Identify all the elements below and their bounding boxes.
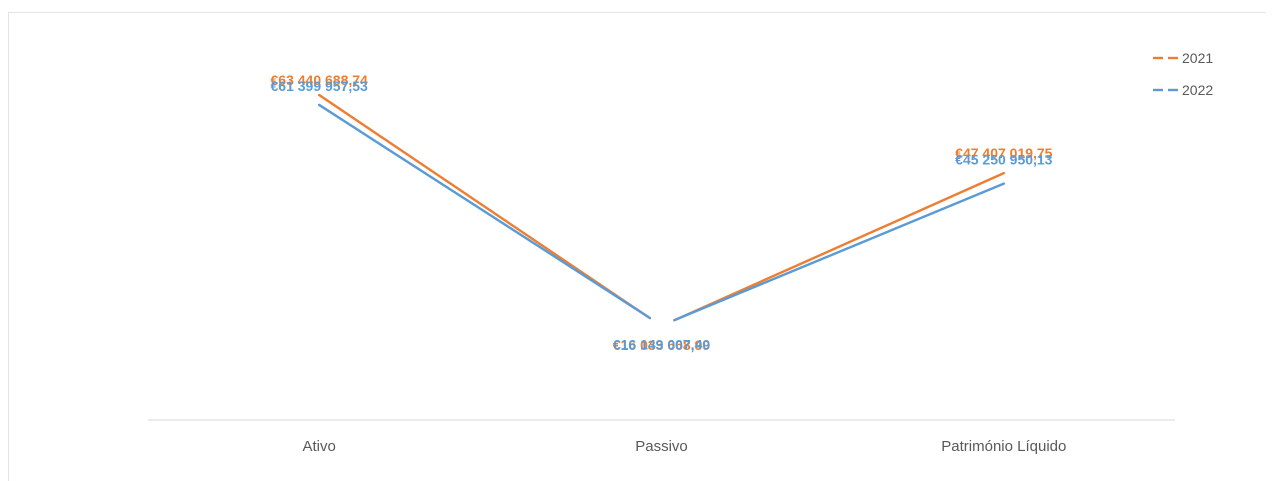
series-2022-segment xyxy=(317,103,651,320)
x-tick-label: Património Líquido xyxy=(941,438,1066,455)
chart-border-left xyxy=(8,12,9,481)
x-tick-label: Ativo xyxy=(302,438,335,455)
legend-label-2022: 2022 xyxy=(1182,82,1213,98)
data-label-2021: €47 407 019,75 xyxy=(955,145,1053,161)
legend-label-2021: 2021 xyxy=(1182,50,1213,66)
data-label-2021: €16 033 668,99 xyxy=(613,337,711,353)
data-label-2022: €16 149 007,40 xyxy=(613,336,711,352)
data-label-2022: €61 399 957,53 xyxy=(271,78,369,94)
chart-border-top xyxy=(8,12,1266,13)
x-tick-label: Passivo xyxy=(635,438,688,455)
data-label-2021: €63 440 688,74 xyxy=(271,72,369,88)
series-2021-segment xyxy=(673,171,1006,322)
data-label-2022: €45 250 950,13 xyxy=(955,152,1053,168)
series-2021-segment xyxy=(317,93,652,320)
series-2022-segment xyxy=(673,182,1006,322)
